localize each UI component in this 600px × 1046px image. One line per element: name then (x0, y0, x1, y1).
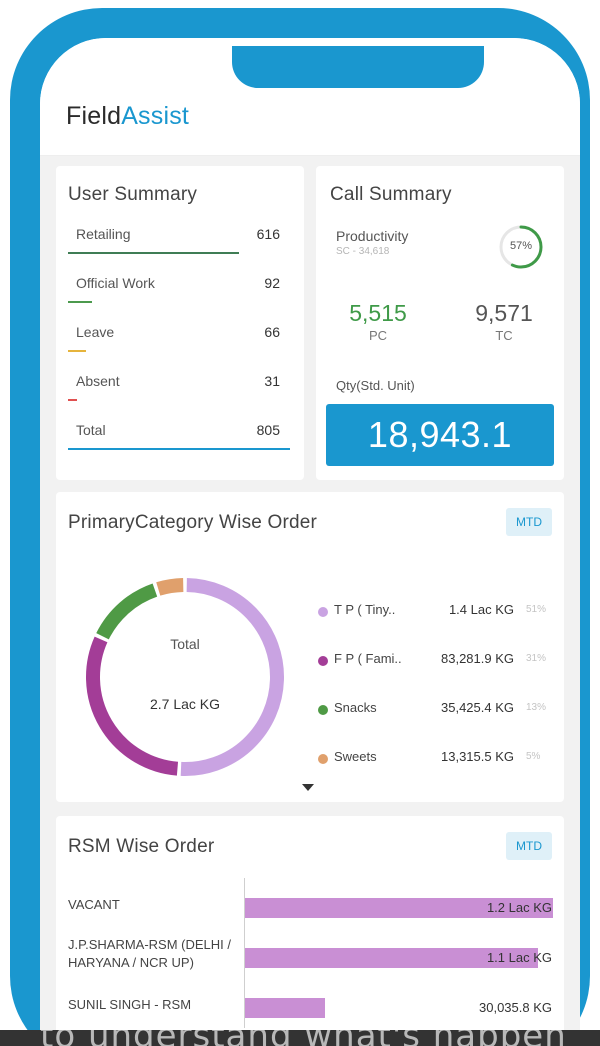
user-summary-row[interactable]: Total 805 (68, 422, 290, 450)
legend-item-amount: 83,281.9 KG (441, 651, 514, 666)
legend-dot-icon (318, 705, 328, 715)
legend-item-name: F P ( Fami.. (334, 651, 402, 666)
legend-dot-icon (318, 754, 328, 764)
user-summary-row-label: Retailing (76, 226, 131, 242)
tc-label: TC (495, 328, 513, 343)
app-logo: FieldAssist (66, 102, 189, 131)
user-summary-row[interactable]: Leave 66 (68, 324, 290, 352)
qty-value-box: 18,943.1 (326, 404, 554, 466)
category-legend-item[interactable]: T P ( Tiny.. 1.4 Lac KG 51% (318, 602, 558, 622)
phone-notch (232, 46, 484, 88)
call-summary-title: Call Summary (330, 184, 452, 205)
category-donut-chart[interactable] (80, 572, 290, 782)
user-summary-row-label: Total (76, 422, 106, 438)
rsm-row-name: SUNIL SINGH - RSM (68, 997, 192, 1012)
user-summary-row-label: Absent (76, 373, 120, 389)
legend-dot-icon (318, 607, 328, 617)
call-summary-card[interactable]: Call Summary Productivity SC - 34,618 57… (316, 166, 564, 480)
donut-segment[interactable] (86, 636, 179, 776)
logo-primary: Field (66, 102, 122, 130)
user-summary-title: User Summary (68, 184, 198, 205)
user-summary-row-value: 66 (264, 324, 280, 340)
rsm-row-bar[interactable] (245, 898, 553, 918)
rsm-row-name: VACANT (68, 897, 120, 912)
legend-item-name: Sweets (334, 749, 377, 764)
rsm-row-bar[interactable] (245, 998, 326, 1018)
productivity-ring-arc (499, 225, 543, 269)
category-legend-item[interactable]: F P ( Fami.. 83,281.9 KG 31% (318, 651, 558, 671)
tc-value: 9,571 (475, 300, 533, 326)
user-summary-row-bar (68, 350, 86, 352)
donut-segment[interactable] (180, 578, 285, 776)
category-order-card: PrimaryCategory Wise Order MTD Total 2.7… (56, 492, 564, 802)
legend-item-name: Snacks (334, 700, 377, 715)
rsm-order-card: RSM Wise Order MTD VACANT 1.2 Lac KG J.P.S… (56, 816, 564, 1046)
category-mtd-badge[interactable]: MTD (506, 508, 552, 536)
logo-accent: Assist (121, 102, 190, 130)
user-summary-row-bar (68, 252, 239, 254)
pc-value: 5,515 (349, 300, 407, 326)
legend-item-amount: 1.4 Lac KG (448, 602, 514, 617)
rsm-chart-axis (244, 878, 245, 1028)
category-legend-item[interactable]: Snacks 35,425.4 KG 13% (318, 700, 558, 720)
rsm-mtd-badge[interactable]: MTD (506, 832, 552, 860)
user-summary-row-value: 805 (256, 422, 280, 438)
user-summary-row-value: 616 (256, 226, 280, 242)
background-caption-strip: to understand what's happen (0, 1030, 600, 1046)
expand-caret-icon[interactable] (302, 784, 314, 791)
legend-item-amount: 13,315.5 KG (441, 749, 514, 764)
productivity-ring (499, 225, 543, 269)
donut-segment[interactable] (96, 583, 158, 640)
user-summary-row-label: Leave (76, 324, 115, 340)
productivity-subtext: SC - 34,618 (336, 246, 390, 257)
user-summary-row[interactable]: Official Work 92 (68, 275, 290, 303)
legend-item-name: T P ( Tiny.. (334, 602, 396, 617)
rsm-row-value: 1.1 Lac KG (486, 950, 552, 965)
legend-item-percent: 5% (526, 751, 541, 762)
donut-total-value: 2.7 Lac KG (149, 696, 221, 712)
category-order-title: PrimaryCategory Wise Order (68, 512, 318, 533)
background-caption-glyphs: to understand what's happen (40, 1030, 567, 1046)
donut-total-label: Total (170, 636, 200, 652)
user-summary-row[interactable]: Absent 31 (68, 373, 290, 401)
legend-item-percent: 13% (526, 702, 547, 713)
category-legend-item[interactable]: Sweets 13,315.5 KG 5% (318, 749, 558, 769)
qty-label: Qty(Std. Unit) (336, 378, 415, 393)
user-summary-row-label: Official Work (76, 275, 155, 291)
rsm-order-title: RSM Wise Order (68, 836, 215, 857)
productivity-label: Productivity (336, 228, 409, 244)
legend-dot-icon (318, 656, 328, 666)
phone-frame: FieldAssist User Summary Retailing 616 Off… (10, 8, 590, 1046)
legend-item-percent: 51% (526, 604, 547, 615)
app-screen: FieldAssist User Summary Retailing 616 Off… (40, 38, 580, 1046)
productivity-percent: 57% (509, 240, 533, 252)
rsm-row-bar[interactable] (245, 948, 538, 968)
donut-segment[interactable] (156, 578, 184, 596)
legend-item-amount: 35,425.4 KG (441, 700, 514, 715)
legend-item-percent: 31% (526, 653, 547, 664)
user-summary-row-value: 31 (264, 373, 280, 389)
user-summary-row-bar (68, 301, 93, 303)
rsm-row-value: 30,035.8 KG (479, 1000, 552, 1015)
user-summary-row[interactable]: Retailing 616 (68, 226, 290, 254)
user-summary-card[interactable]: User Summary Retailing 616 Official Work 92… (56, 166, 304, 480)
user-summary-row-bar (68, 399, 77, 401)
user-summary-row-bar (68, 448, 290, 450)
rsm-row-value: 1.2 Lac KG (486, 900, 552, 915)
dashboard-content: User Summary Retailing 616 Official Work 92… (40, 156, 580, 1046)
pc-label: PC (368, 328, 388, 343)
user-summary-row-value: 92 (264, 275, 280, 291)
rsm-row-name: J.P.SHARMA-RSM (DELHI / HARYANA / NCR UP… (68, 937, 232, 970)
